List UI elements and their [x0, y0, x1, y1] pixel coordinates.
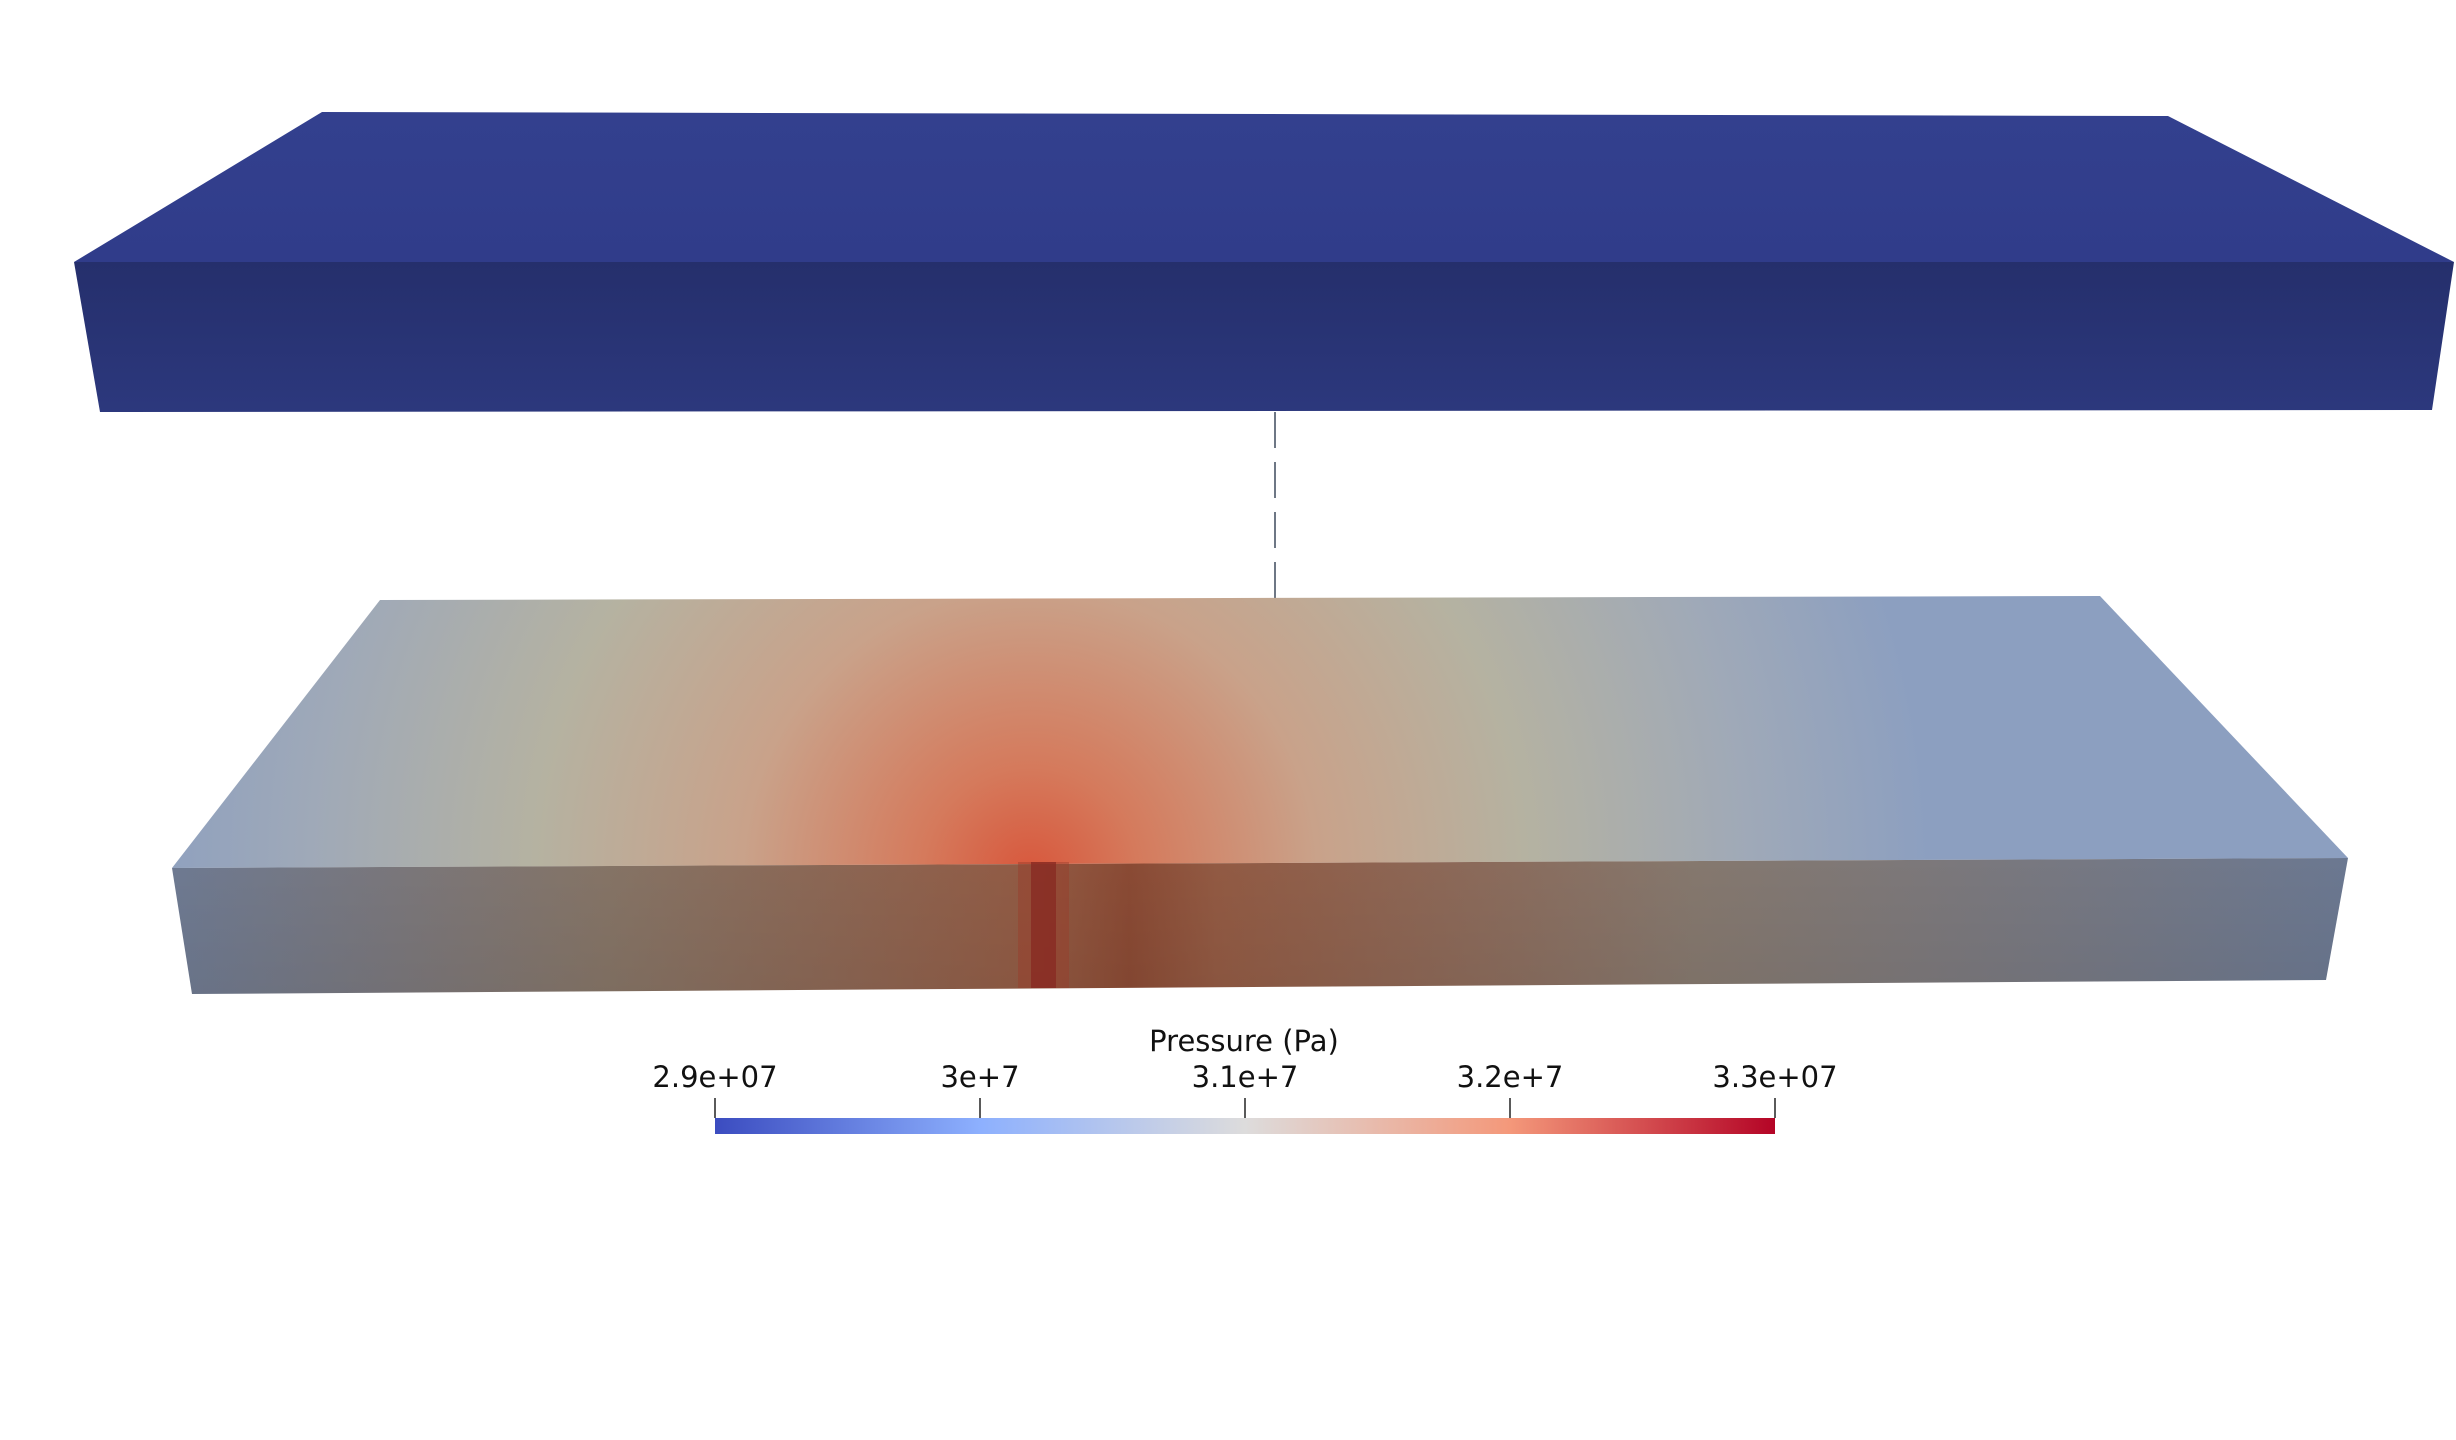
colorbar-tick-label: 3.1e+7	[1191, 1060, 1299, 1094]
colorbar-tick-label: 3e+7	[940, 1060, 1020, 1094]
colorbar-tick-label: 2.9e+07	[652, 1060, 778, 1094]
colorbar-tick-marks	[714, 1098, 1776, 1118]
injection-well-glow-right	[1056, 862, 1069, 988]
upper-block-front-face	[74, 262, 2454, 412]
colorbar-title: Pressure (Pa)	[1149, 1024, 1339, 1058]
lower-block-front-shade	[172, 858, 2348, 994]
upper-block[interactable]	[74, 112, 2454, 412]
colorbar-gradient	[715, 1118, 1775, 1134]
colorbar-tick-label: 3.3e+07	[1712, 1060, 1838, 1094]
colorbar[interactable]	[714, 1098, 1776, 1134]
upper-block-top-face	[74, 112, 2454, 262]
injection-well-column[interactable]	[1031, 862, 1056, 988]
colorbar-tick-label: 3.2e+7	[1456, 1060, 1564, 1094]
lower-block-top-face	[172, 596, 2348, 868]
injection-well-glow-left	[1018, 862, 1031, 988]
lower-block[interactable]	[172, 596, 2348, 994]
